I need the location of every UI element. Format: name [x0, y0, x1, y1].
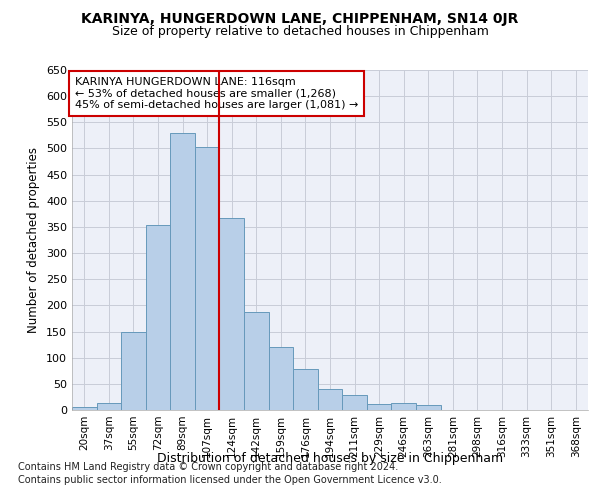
Bar: [97, 403, 121, 410]
Bar: [367, 404, 391, 410]
Text: KARINYA HUNGERDOWN LANE: 116sqm
← 53% of detached houses are smaller (1,268)
45%: KARINYA HUNGERDOWN LANE: 116sqm ← 53% of…: [74, 77, 358, 110]
Bar: [220, 218, 244, 410]
Bar: [170, 133, 195, 410]
Bar: [269, 347, 293, 410]
Text: Distribution of detached houses by size in Chippenham: Distribution of detached houses by size …: [157, 452, 503, 465]
Bar: [391, 403, 416, 410]
Text: KARINYA, HUNGERDOWN LANE, CHIPPENHAM, SN14 0JR: KARINYA, HUNGERDOWN LANE, CHIPPENHAM, SN…: [82, 12, 518, 26]
Bar: [416, 405, 440, 410]
Text: Contains HM Land Registry data © Crown copyright and database right 2024.: Contains HM Land Registry data © Crown c…: [18, 462, 398, 472]
Bar: [293, 369, 318, 410]
Bar: [244, 312, 269, 410]
Bar: [195, 147, 220, 410]
Bar: [121, 332, 146, 410]
Text: Contains public sector information licensed under the Open Government Licence v3: Contains public sector information licen…: [18, 475, 442, 485]
Bar: [318, 389, 342, 410]
Bar: [342, 396, 367, 410]
Y-axis label: Number of detached properties: Number of detached properties: [28, 147, 40, 333]
Bar: [72, 408, 97, 410]
Bar: [146, 226, 170, 410]
Text: Size of property relative to detached houses in Chippenham: Size of property relative to detached ho…: [112, 25, 488, 38]
